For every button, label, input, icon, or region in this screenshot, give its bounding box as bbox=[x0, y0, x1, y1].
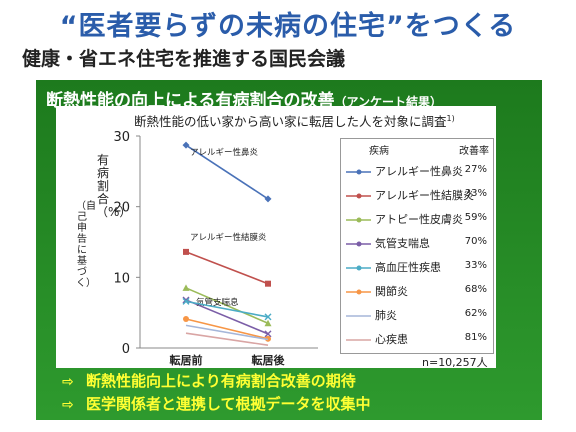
legend-label: 気管支喘息 bbox=[375, 237, 430, 250]
improvement-rate: 33% bbox=[464, 260, 487, 271]
bullet-item: ⇨ 医学関係者と連携して根拠データを収集中 bbox=[62, 393, 371, 416]
data-point bbox=[182, 141, 190, 149]
data-point bbox=[182, 284, 190, 291]
data-point bbox=[264, 319, 272, 327]
improvement-rate: 27% bbox=[464, 164, 487, 175]
legend-swatch bbox=[346, 169, 371, 175]
series-line bbox=[185, 251, 269, 285]
y-tick-label: 30 bbox=[113, 130, 130, 145]
panel-heading-note: （アンケート結果） bbox=[334, 95, 443, 109]
legend-row: 関節炎 68% bbox=[341, 281, 493, 299]
legend-label: 高血圧性疾患 bbox=[375, 261, 441, 274]
legend-row: 気管支喘息 70% bbox=[341, 233, 493, 251]
legend-row: 心疾患 81% bbox=[341, 329, 493, 347]
series-line bbox=[185, 299, 269, 335]
legend-swatch-marker bbox=[356, 217, 362, 223]
legend-swatch bbox=[346, 193, 371, 199]
page-subtitle: 健康・省エネ住宅を推進する国民会議 bbox=[22, 48, 346, 70]
chart-caption: 断熱性能の低い家から高い家に転居した人を対象に調査1) bbox=[134, 111, 455, 130]
legend-label: アレルギー性結膜炎 bbox=[375, 189, 474, 202]
legend-swatch-marker bbox=[356, 241, 362, 247]
series-line bbox=[185, 324, 269, 341]
series-line bbox=[185, 144, 269, 200]
legend-col-disease: 疾病 bbox=[369, 146, 389, 157]
series-line bbox=[185, 300, 269, 318]
data-point bbox=[264, 330, 272, 338]
bullet-text: 医学関係者と連携して根拠データを収集中 bbox=[86, 395, 371, 413]
legend-label: 心疾患 bbox=[375, 333, 408, 346]
legend-col-rate: 改善率 bbox=[459, 146, 489, 157]
legend-row: アレルギー性鼻炎 27% bbox=[341, 161, 493, 179]
legend-swatch bbox=[346, 265, 371, 271]
legend-swatch bbox=[346, 315, 371, 317]
legend-label: 肺炎 bbox=[375, 309, 397, 322]
series-annotation: 気管支喘息 bbox=[196, 297, 239, 308]
improvement-rate: 59% bbox=[464, 212, 487, 223]
series-line bbox=[185, 287, 269, 325]
caption-reference: 1) bbox=[446, 113, 455, 123]
legend-swatch bbox=[346, 241, 371, 247]
y-axis-sublabel: （自己申告に基づく） bbox=[76, 201, 96, 289]
data-point bbox=[265, 280, 271, 287]
x-tick-label: 転居後 bbox=[252, 353, 286, 367]
y-tick-label: 0 bbox=[122, 342, 130, 357]
y-tick-label: 20 bbox=[113, 201, 130, 216]
legend-row: 肺炎 62% bbox=[341, 305, 493, 323]
series-annotation: アレルギー性結膜炎 bbox=[190, 232, 267, 243]
data-point bbox=[264, 195, 272, 203]
data-point bbox=[183, 248, 189, 255]
legend-swatch bbox=[346, 339, 371, 341]
legend-swatch-marker bbox=[356, 193, 362, 199]
legend-swatch-marker bbox=[356, 169, 362, 175]
improvement-rate: 70% bbox=[464, 236, 487, 247]
improvement-rate: 62% bbox=[464, 308, 487, 319]
page-title: “医者要らずの未病の住宅”をつくる bbox=[59, 11, 517, 42]
improvement-rate: 81% bbox=[464, 332, 487, 343]
series-annotation: アレルギー性鼻炎 bbox=[190, 147, 259, 158]
bullet-list: ⇨ 断熱性能向上により有病割合改善の期待 ⇨ 医学関係者と連携して根拠データを収集中 bbox=[62, 370, 371, 416]
data-point bbox=[182, 297, 190, 305]
legend-label: アトピー性皮膚炎 bbox=[375, 213, 463, 226]
legend-row: アレルギー性結膜炎 33% bbox=[341, 185, 493, 203]
data-point bbox=[264, 313, 272, 321]
data-point bbox=[183, 316, 189, 323]
legend-swatch bbox=[346, 289, 371, 295]
bullet-text: 断熱性能向上により有病割合改善の期待 bbox=[86, 372, 356, 390]
chart-caption-text: 断熱性能の低い家から高い家に転居した人を対象に調査 bbox=[134, 114, 447, 129]
bullet-item: ⇨ 断熱性能向上により有病割合改善の期待 bbox=[62, 370, 371, 393]
chart-container: 断熱性能の低い家から高い家に転居した人を対象に調査1) 有病割合（%） （自己申… bbox=[56, 106, 496, 369]
arrow-icon: ⇨ bbox=[62, 374, 74, 390]
sample-size-note: n=10,257人 bbox=[422, 356, 488, 369]
legend-swatch-marker bbox=[356, 289, 362, 295]
legend-label: アレルギー性鼻炎 bbox=[375, 165, 463, 178]
legend-swatch bbox=[346, 217, 371, 223]
legend-swatch-marker bbox=[356, 265, 362, 271]
series-line bbox=[185, 318, 269, 340]
legend-table: 疾病 改善率 アレルギー性鼻炎 27% アレルギー性結膜炎 33% アトピー性皮膚炎 59… bbox=[340, 138, 494, 354]
improvement-rate: 33% bbox=[464, 188, 487, 199]
data-point bbox=[182, 296, 190, 304]
legend-label: 関節炎 bbox=[375, 285, 408, 298]
improvement-rate: 68% bbox=[464, 284, 487, 295]
arrow-icon: ⇨ bbox=[62, 397, 74, 413]
series-line bbox=[185, 332, 269, 346]
y-tick-label: 10 bbox=[113, 271, 130, 286]
legend-row: 高血圧性疾患 33% bbox=[341, 257, 493, 275]
x-tick-label: 転居前 bbox=[170, 353, 203, 367]
legend-row: アトピー性皮膚炎 59% bbox=[341, 209, 493, 227]
